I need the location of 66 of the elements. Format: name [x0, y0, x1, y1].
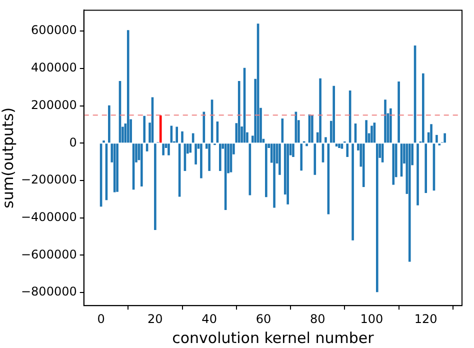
bar — [352, 144, 354, 240]
bar — [146, 144, 148, 152]
bar — [362, 144, 365, 188]
bar — [416, 144, 419, 206]
bar — [116, 144, 118, 192]
bar — [168, 144, 170, 156]
bar — [384, 100, 386, 143]
bar — [422, 73, 424, 143]
bar — [140, 144, 143, 186]
x-tick-label: 120 — [414, 312, 438, 326]
bar — [370, 126, 373, 143]
bar — [390, 108, 392, 143]
x-tick-label: 60 — [256, 312, 272, 326]
bar — [338, 144, 340, 148]
x-tick-label: 20 — [148, 312, 163, 326]
y-tick-label: −800000 — [20, 284, 77, 299]
x-tick-label: 40 — [202, 312, 217, 326]
bar — [444, 133, 446, 143]
bar — [424, 144, 428, 194]
y-tick-label: −200000 — [20, 172, 77, 187]
bar — [306, 144, 308, 146]
y-axis-title: sum(outputs) — [0, 107, 17, 208]
bar — [392, 144, 395, 185]
bar — [314, 144, 316, 175]
bar — [398, 82, 400, 143]
bar — [194, 144, 197, 164]
bar — [219, 144, 222, 171]
bar — [273, 144, 276, 208]
bar — [335, 144, 338, 147]
y-tick-label: 200000 — [31, 98, 77, 112]
bar — [286, 144, 289, 204]
bar — [176, 126, 178, 143]
y-tick-label: 400000 — [31, 60, 77, 75]
bar — [162, 144, 164, 156]
bar — [332, 86, 335, 143]
bar — [159, 115, 162, 143]
bar — [265, 144, 268, 198]
x-tick-label: 0 — [97, 312, 105, 326]
bar — [189, 144, 192, 153]
bar — [436, 134, 438, 143]
x-axis-title: convolution kernel number — [172, 328, 375, 347]
y-tick-label: −400000 — [20, 210, 77, 224]
y-tick-label: −600000 — [20, 247, 77, 262]
bar — [181, 131, 184, 143]
bar — [311, 115, 314, 143]
bar — [340, 144, 344, 149]
bar — [154, 144, 156, 230]
bar — [126, 30, 130, 143]
bar — [292, 144, 294, 157]
bar — [376, 144, 378, 292]
bar — [108, 105, 110, 143]
x-tick-label: 80 — [310, 312, 326, 326]
x-tick-label: 100 — [360, 312, 384, 326]
bar — [365, 120, 368, 143]
bar — [319, 78, 322, 143]
bar — [208, 144, 210, 171]
y-tick-label: 600000 — [31, 23, 77, 38]
bar — [143, 116, 146, 143]
bar — [300, 144, 303, 171]
bar — [346, 144, 349, 157]
bar — [324, 137, 327, 143]
y-tick-label: 0 — [69, 135, 77, 150]
bar — [408, 144, 411, 262]
bar — [278, 144, 281, 175]
bar — [200, 144, 202, 178]
bar — [430, 124, 432, 143]
